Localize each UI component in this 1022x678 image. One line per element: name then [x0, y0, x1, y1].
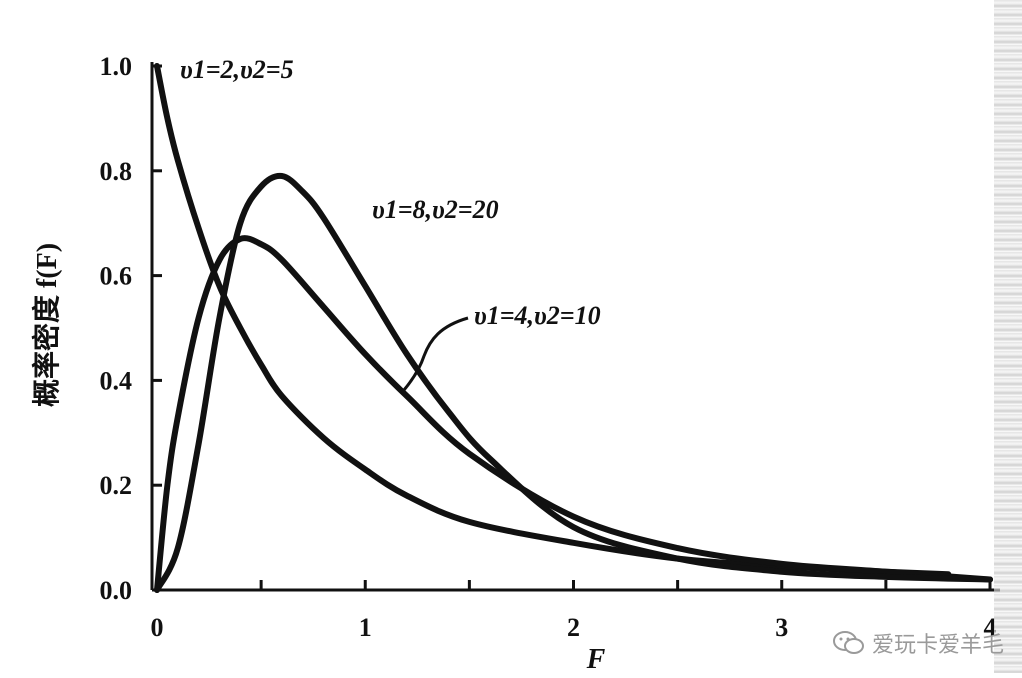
series-label-2-pointer: [402, 316, 469, 391]
series-lines: [154, 63, 993, 593]
x-tick-label: 1: [359, 613, 372, 642]
y-tick-label: 0.8: [100, 157, 133, 186]
ticks: 0 1 2 3 4 0.0 0.2 0.4 0.6 0.8 1.0: [100, 52, 997, 642]
y-tick-label: 0.6: [100, 262, 133, 291]
watermark-text: 爱玩卡爱羊毛: [871, 633, 1004, 658]
x-tick-label: 3: [775, 613, 788, 642]
y-tick-label: 1.0: [100, 52, 133, 81]
series-label-2: υ1=4,υ2=10: [474, 301, 601, 330]
y-tick-label: 0.0: [100, 576, 133, 605]
wechat-icon: [832, 631, 864, 654]
series-line-3: [154, 172, 993, 593]
scan-edge-artifact: [994, 0, 1022, 673]
y-tick-label: 0.2: [100, 471, 133, 500]
series-label-1: υ1=2,υ2=5: [180, 55, 294, 84]
labels: F 概率密度 f(F) υ1=2,υ2=5 υ1=8,υ2=20 υ1=4,υ2…: [30, 55, 606, 675]
x-tick-label: 2: [567, 613, 580, 642]
series-line-2: [154, 235, 993, 593]
x-axis-title: F: [586, 644, 606, 673]
x-tick-label: 0: [151, 613, 164, 642]
axes: [150, 62, 1000, 592]
watermark: 爱玩卡爱羊毛: [832, 627, 1004, 659]
series-label-3: υ1=8,υ2=20: [372, 195, 499, 224]
y-tick-label: 0.4: [100, 366, 133, 395]
y-axis-title: 概率密度 f(F): [30, 243, 63, 407]
series-line-1: [154, 63, 952, 578]
x-tick-label: 4: [984, 613, 997, 642]
